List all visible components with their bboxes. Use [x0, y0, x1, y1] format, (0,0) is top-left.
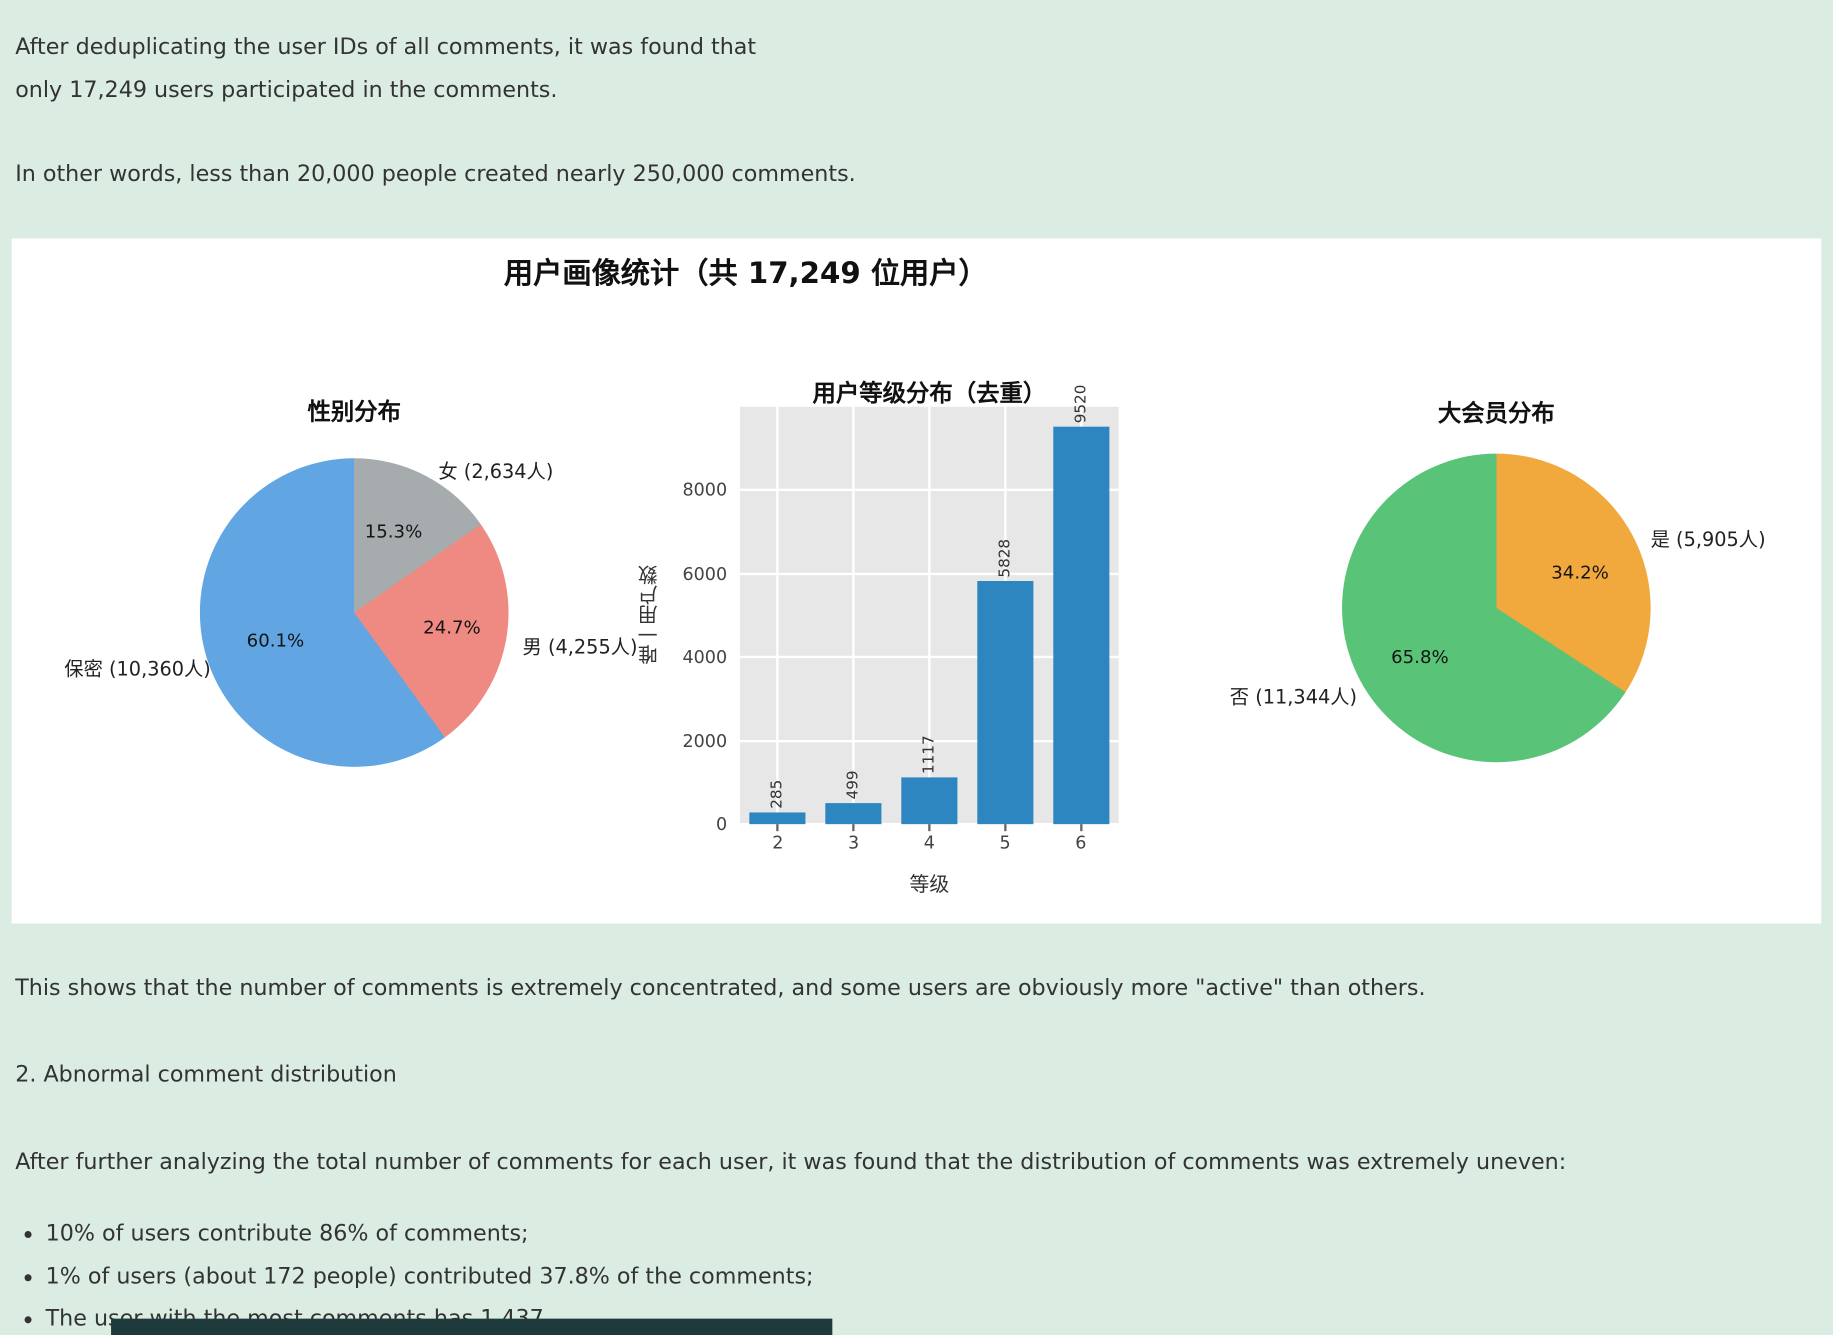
x-tick-label: 2	[772, 832, 784, 854]
analysis-heading: 2. Abnormal comment distribution	[15, 1061, 397, 1088]
analysis-paragraph-2: After further analyzing the total number…	[15, 1149, 1567, 1175]
bar-level-4	[901, 777, 958, 825]
y-tick-label: 8000	[682, 479, 728, 501]
bar-slot-level-5: 5828	[967, 407, 1043, 825]
x-tick-mark	[928, 824, 931, 832]
membership-pie-chart	[1342, 453, 1651, 763]
y-tick-label: 0	[715, 813, 728, 835]
membership-pct-no: 65.8%	[1391, 646, 1449, 668]
gender-pct-female: 15.3%	[364, 521, 423, 543]
y-tick-label: 6000	[682, 563, 728, 585]
level-bar-title: 用户等级分布（去重）	[812, 378, 1047, 407]
bar-slot-level-6: 9520	[1043, 385, 1119, 825]
x-tick-label: 3	[848, 832, 860, 854]
bar-level-3	[825, 803, 882, 825]
x-tick-label: 5	[999, 832, 1011, 854]
intro-line-1: After deduplicating the user IDs of all …	[15, 33, 757, 60]
analysis-bullet-list: 10% of users contribute 86% of comments;…	[0, 1212, 1833, 1335]
intro-paragraph-1: After deduplicating the user IDs of all …	[15, 26, 1833, 113]
figure-panel: 用户画像统计（共 17,249 位用户） 性别分布 女 (2,634人) 15.…	[11, 238, 1822, 924]
gender-label-female: 女 (2,634人)	[438, 460, 554, 483]
bar-value-label: 1117	[920, 735, 939, 775]
x-tick-mark	[1003, 824, 1007, 832]
gender-label-male: 男 (4,255人)	[522, 635, 638, 659]
membership-label-yes: 是 (5,905人)	[1650, 528, 1766, 551]
level-bar-xlabel: 等级	[909, 873, 950, 897]
v-gridline	[928, 406, 931, 825]
membership-label-no: 否 (11,344人)	[1229, 686, 1358, 709]
bar-value-label: 9520	[1072, 384, 1090, 424]
bar-slot-level-4: 1117	[891, 407, 967, 825]
gender-pct-male: 24.7%	[423, 617, 481, 639]
x-tick-label: 6	[1075, 832, 1087, 854]
bullet-item: 10% of users contribute 86% of comments;	[46, 1212, 1833, 1255]
level-bar-xtick-labels: 2 3 4 5 6	[740, 824, 1119, 871]
gender-pct-secret: 60.1%	[246, 630, 305, 652]
partial-next-block	[111, 1318, 833, 1335]
bullet-item: 1% of users (about 172 people) contribut…	[46, 1255, 1833, 1298]
bar-level-6	[1052, 426, 1109, 825]
y-tick-label: 2000	[682, 730, 728, 752]
v-gridline	[852, 406, 855, 825]
bar-plot-area: 285 499 1117 5828 9520	[739, 385, 1119, 826]
membership-pie-title: 大会员分布	[1437, 398, 1555, 427]
bar-level-5	[977, 580, 1034, 825]
y-tick-label: 4000	[682, 646, 728, 668]
bar-value-label: 5828	[996, 538, 1014, 578]
level-bar-ytick-labels: 0 2000 4000 6000 8000	[620, 407, 728, 835]
intro-paragraph-2: In other words, less than 20,000 people …	[15, 161, 856, 188]
bar-value-label: 285	[769, 779, 787, 809]
gender-label-secret: 保密 (10,360人)	[64, 658, 211, 681]
bar-level-2	[749, 812, 806, 825]
x-tick-mark	[852, 824, 855, 832]
intro-line-2: only 17,249 users participated in the co…	[15, 77, 558, 103]
membership-pct-yes: 34.2%	[1551, 562, 1609, 584]
bar-value-label: 499	[844, 770, 863, 800]
x-tick-mark	[1079, 824, 1083, 832]
v-gridline	[776, 406, 780, 825]
analysis-paragraph-1: This shows that the number of comments i…	[15, 974, 1426, 1001]
gender-pie-chart	[199, 458, 509, 767]
bar-slot-level-2: 285	[740, 407, 816, 825]
x-tick-mark	[776, 824, 780, 832]
figure-title: 用户画像统计（共 17,249 位用户）	[503, 256, 988, 290]
gender-pie-title: 性别分布	[307, 397, 401, 426]
x-tick-label: 4	[923, 832, 935, 854]
bar-slot-level-3: 499	[816, 407, 892, 825]
